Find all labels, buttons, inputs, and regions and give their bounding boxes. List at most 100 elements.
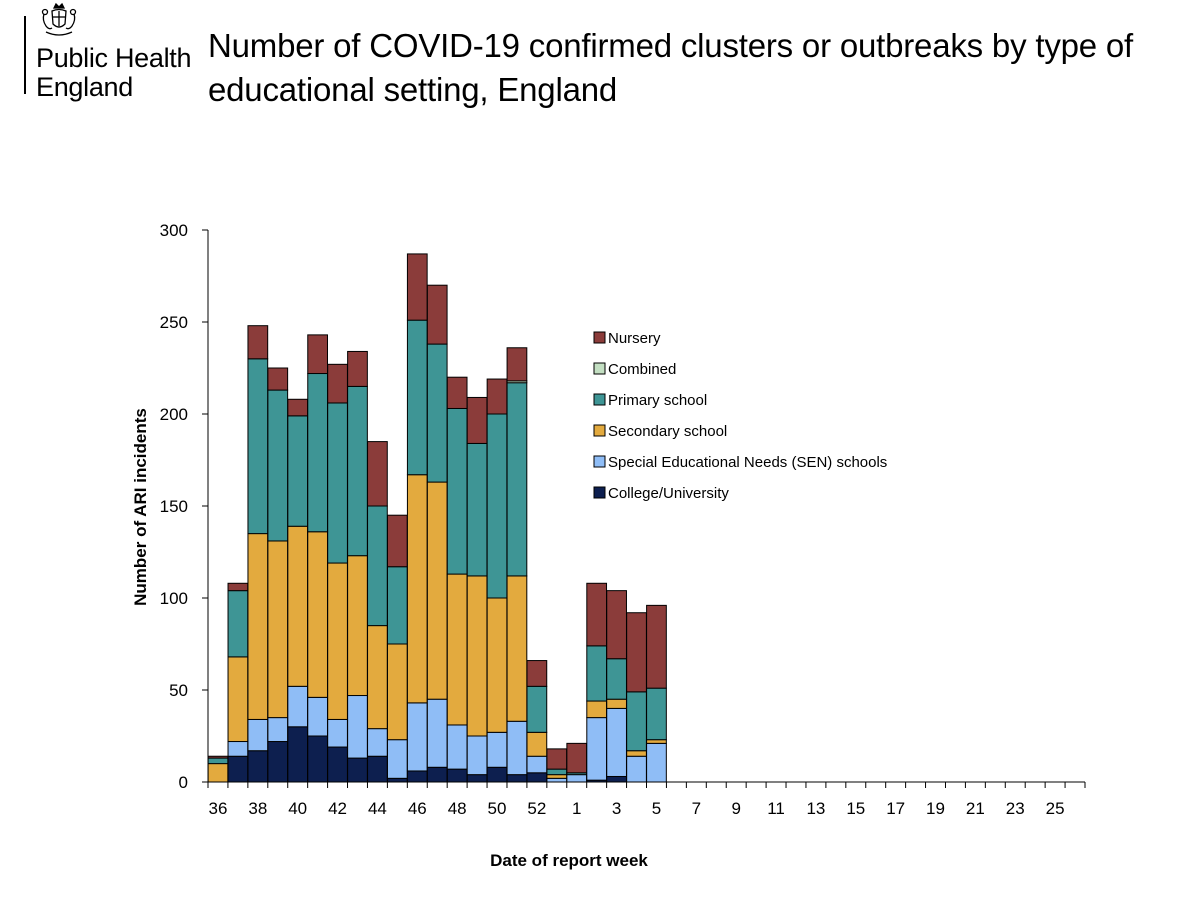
bar-segment-52-1 bbox=[526, 755, 548, 774]
bar-segment-48-3 bbox=[446, 407, 468, 575]
bar-segment-36-3 bbox=[207, 757, 229, 765]
x-tick-label-46: 46 bbox=[408, 799, 427, 818]
bar-segment-40-3 bbox=[287, 415, 309, 527]
bar-segment-2-1 bbox=[586, 717, 608, 781]
bar-segment-47-0 bbox=[426, 766, 448, 783]
bar-segment-4-1 bbox=[626, 755, 647, 783]
bar-segment-46-5 bbox=[406, 253, 428, 321]
bar-segment-44-1 bbox=[367, 728, 388, 757]
x-tick-label-19: 19 bbox=[926, 799, 945, 818]
x-tick-label-23: 23 bbox=[1006, 799, 1025, 818]
bar-segment-48-0 bbox=[446, 768, 468, 783]
bar-segment-3-3 bbox=[606, 658, 627, 700]
x-tick-label-50: 50 bbox=[488, 799, 507, 818]
bar-segment-50-2 bbox=[486, 597, 508, 733]
bar-segment-53-1 bbox=[546, 777, 568, 783]
legend-label-1: Combined bbox=[608, 361, 676, 378]
legend-swatch-3 bbox=[593, 424, 606, 437]
legend-label-3: Secondary school bbox=[608, 423, 727, 440]
logo-divider bbox=[24, 16, 26, 94]
x-tick-label-7: 7 bbox=[692, 799, 701, 818]
chart-bars bbox=[207, 253, 667, 783]
bar-segment-52-3 bbox=[526, 685, 548, 733]
legend-label-2: Primary school bbox=[608, 392, 707, 409]
y-tick-label-150: 150 bbox=[160, 497, 188, 516]
bar-segment-52-0 bbox=[526, 772, 548, 783]
bar-segment-40-1 bbox=[287, 685, 309, 728]
bar-segment-39-0 bbox=[267, 741, 289, 783]
bar-segment-4-5 bbox=[626, 612, 647, 693]
bar-segment-50-0 bbox=[486, 766, 508, 783]
bar-segment-50-5 bbox=[486, 378, 508, 415]
legend-swatch-4 bbox=[593, 455, 606, 468]
bar-segment-43-3 bbox=[347, 385, 368, 557]
x-tick-label-5: 5 bbox=[652, 799, 661, 818]
bar-segment-49-5 bbox=[466, 396, 488, 444]
bar-segment-47-5 bbox=[426, 284, 448, 345]
bar-segment-38-0 bbox=[247, 750, 269, 783]
bar-segment-2-5 bbox=[586, 582, 608, 647]
bar-segment-36-2 bbox=[207, 763, 229, 783]
bar-segment-48-5 bbox=[446, 376, 468, 409]
y-tick-label-250: 250 bbox=[160, 313, 188, 332]
bar-segment-1-5 bbox=[566, 742, 588, 774]
bar-segment-46-3 bbox=[406, 319, 428, 476]
legend-swatch-5 bbox=[593, 486, 606, 499]
bar-segment-4-2 bbox=[626, 750, 647, 757]
bar-segment-51-0 bbox=[506, 774, 528, 783]
x-tick-label-40: 40 bbox=[288, 799, 307, 818]
bar-segment-38-5 bbox=[247, 325, 269, 360]
logo-line-1: Public Health bbox=[36, 43, 192, 73]
bar-segment-40-5 bbox=[287, 398, 309, 417]
bar-segment-42-5 bbox=[327, 363, 348, 404]
bar-segment-36-5 bbox=[207, 755, 229, 759]
x-tick-label-9: 9 bbox=[731, 799, 740, 818]
bar-segment-47-3 bbox=[426, 343, 448, 483]
legend-swatch-1 bbox=[593, 362, 606, 375]
bar-segment-42-1 bbox=[327, 718, 348, 748]
bar-segment-49-0 bbox=[466, 774, 488, 783]
bar-segment-3-1 bbox=[606, 707, 627, 777]
bar-segment-37-2 bbox=[227, 656, 249, 743]
bar-segment-43-0 bbox=[347, 757, 368, 783]
x-tick-label-36: 36 bbox=[209, 799, 228, 818]
bar-segment-52-2 bbox=[526, 731, 548, 757]
bar-segment-45-1 bbox=[386, 739, 408, 779]
legend-label-4: Special Educational Needs (SEN) schools bbox=[608, 454, 887, 471]
x-tick-label-42: 42 bbox=[328, 799, 347, 818]
bar-segment-38-1 bbox=[247, 718, 269, 752]
x-tick-label-17: 17 bbox=[886, 799, 905, 818]
y-tick-label-0: 0 bbox=[179, 773, 188, 792]
bar-segment-5-1 bbox=[646, 742, 667, 783]
bar-segment-5-3 bbox=[646, 687, 667, 741]
bar-segment-48-2 bbox=[446, 573, 468, 726]
x-tick-label-21: 21 bbox=[966, 799, 985, 818]
bar-segment-45-5 bbox=[386, 514, 408, 568]
logo-wordmark: Public Health England bbox=[36, 44, 191, 102]
bar-segment-43-1 bbox=[347, 695, 368, 759]
bar-segment-5-5 bbox=[646, 604, 667, 689]
x-tick-label-52: 52 bbox=[527, 799, 546, 818]
bar-segment-39-2 bbox=[267, 540, 289, 719]
bar-segment-39-5 bbox=[267, 367, 289, 391]
bar-segment-43-2 bbox=[347, 555, 368, 697]
bar-segment-39-1 bbox=[267, 717, 289, 743]
bar-segment-44-3 bbox=[367, 505, 388, 627]
x-tick-label-13: 13 bbox=[806, 799, 825, 818]
bar-segment-43-5 bbox=[347, 350, 368, 387]
y-tick-label-50: 50 bbox=[169, 681, 188, 700]
bar-segment-51-2 bbox=[506, 575, 528, 722]
bar-segment-2-3 bbox=[586, 645, 608, 702]
x-tick-label-25: 25 bbox=[1046, 799, 1065, 818]
bar-segment-44-2 bbox=[367, 625, 388, 730]
logo-line-2: England bbox=[36, 72, 133, 102]
bar-segment-40-2 bbox=[287, 525, 309, 687]
bar-segment-1-1 bbox=[566, 774, 588, 783]
bar-segment-3-5 bbox=[606, 590, 627, 660]
page-title: Number of COVID-19 confirmed clusters or… bbox=[208, 24, 1193, 112]
y-tick-label-200: 200 bbox=[160, 405, 188, 424]
bar-segment-49-3 bbox=[466, 442, 488, 577]
bar-segment-41-3 bbox=[307, 373, 328, 533]
legend-swatch-0 bbox=[593, 331, 606, 344]
